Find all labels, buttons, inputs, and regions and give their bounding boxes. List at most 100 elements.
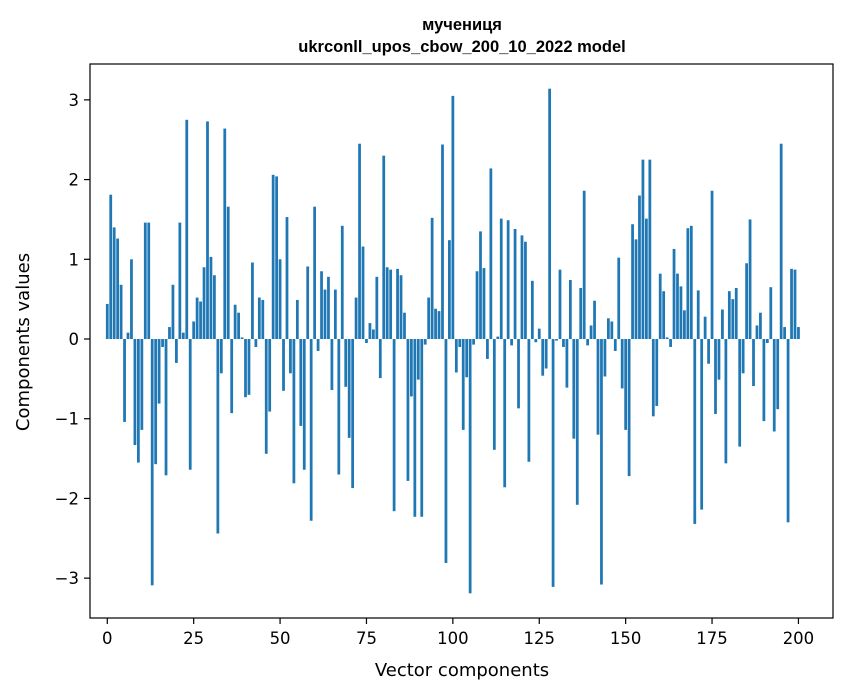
bar-116 xyxy=(506,220,510,340)
bar-119 xyxy=(517,339,520,409)
bar-169 xyxy=(689,225,693,340)
bar-0 xyxy=(105,303,109,340)
x-tick-label: 75 xyxy=(356,629,377,648)
bar-190 xyxy=(762,339,766,422)
x-tick-label: 150 xyxy=(610,629,642,648)
bar-165 xyxy=(676,273,679,340)
bar-18 xyxy=(168,327,171,340)
bar-173 xyxy=(703,316,707,340)
bar-154 xyxy=(638,195,641,340)
bar-35 xyxy=(226,206,230,340)
bar-191 xyxy=(765,339,769,343)
bar-105 xyxy=(468,339,472,594)
bar-152 xyxy=(631,224,634,340)
bar-67 xyxy=(337,339,341,475)
bar-41 xyxy=(247,339,251,395)
bar-194 xyxy=(776,339,780,410)
bar-78 xyxy=(375,276,379,340)
bar-88 xyxy=(410,339,413,397)
bar-145 xyxy=(606,318,610,340)
bar-157 xyxy=(648,159,652,340)
bar-89 xyxy=(413,339,417,517)
bar-91 xyxy=(420,339,424,517)
bar-2 xyxy=(112,227,116,340)
bar-59 xyxy=(309,339,313,521)
x-axis-label: Vector components xyxy=(375,660,549,681)
bar-167 xyxy=(683,310,686,340)
bar-94 xyxy=(430,217,434,340)
bar-184 xyxy=(741,339,745,374)
y-tick-label: −2 xyxy=(55,489,79,508)
bar-31 xyxy=(213,275,216,340)
bar-92 xyxy=(423,339,427,345)
bar-168 xyxy=(686,228,690,340)
bar-75 xyxy=(365,339,368,343)
bar-183 xyxy=(738,339,742,447)
bar-127 xyxy=(544,339,548,369)
bar-160 xyxy=(658,273,662,340)
bar-111 xyxy=(489,168,493,340)
bar-95 xyxy=(434,308,437,340)
bar-51 xyxy=(282,339,285,391)
bar-109 xyxy=(482,268,486,340)
plot-frame xyxy=(89,63,834,619)
bar-45 xyxy=(261,299,265,340)
bar-179 xyxy=(724,339,728,464)
bar-143 xyxy=(600,339,603,585)
bar-192 xyxy=(769,287,773,340)
bar-74 xyxy=(361,246,365,340)
bar-198 xyxy=(790,268,793,340)
y-tick-label: −1 xyxy=(55,410,79,429)
bar-80 xyxy=(382,155,386,340)
bar-38 xyxy=(237,312,240,340)
bar-130 xyxy=(555,339,558,341)
bar-20 xyxy=(175,339,178,363)
bar-186 xyxy=(748,219,752,340)
bar-199 xyxy=(793,269,797,340)
y-tick-label: 1 xyxy=(69,250,80,269)
y-axis-ticks: −3 −2 −1 0 1 2 3 xyxy=(55,91,90,588)
bar-141 xyxy=(593,300,596,340)
bar-13 xyxy=(150,339,154,586)
bar-33 xyxy=(219,339,223,374)
bar-79 xyxy=(378,339,382,379)
x-tick-label: 200 xyxy=(783,629,815,648)
bar-27 xyxy=(199,301,202,340)
bar-102 xyxy=(458,339,462,347)
bar-120 xyxy=(520,235,524,340)
bar-137 xyxy=(579,287,583,340)
bar-123 xyxy=(530,280,534,340)
bar-182 xyxy=(734,287,738,340)
bar-118 xyxy=(513,229,517,340)
bar-104 xyxy=(465,339,469,378)
bar-17 xyxy=(164,339,168,476)
bar-155 xyxy=(641,159,645,340)
bar-68 xyxy=(340,225,344,340)
bar-3 xyxy=(116,238,120,340)
bar-149 xyxy=(620,339,624,389)
bar-188 xyxy=(755,325,759,340)
y-tick-label: 0 xyxy=(69,330,80,349)
bar-5 xyxy=(123,339,126,422)
bar-115 xyxy=(503,339,507,488)
bar-15 xyxy=(157,339,161,404)
bar-129 xyxy=(551,339,555,587)
bar-52 xyxy=(285,217,289,340)
bar-128 xyxy=(548,88,552,340)
bar-171 xyxy=(696,290,700,340)
bar-156 xyxy=(645,218,648,340)
bar-49 xyxy=(275,176,278,340)
bar-81 xyxy=(385,267,389,340)
x-tick-label: 50 xyxy=(270,629,291,648)
bar-175 xyxy=(710,190,714,340)
bar-133 xyxy=(565,339,569,388)
bar-70 xyxy=(347,339,351,438)
bar-125 xyxy=(537,328,541,340)
bar-132 xyxy=(562,339,565,347)
bar-124 xyxy=(534,339,538,343)
bar-8 xyxy=(133,339,137,446)
x-tick-label: 25 xyxy=(183,629,204,648)
bar-24 xyxy=(188,339,192,470)
bar-90 xyxy=(416,339,420,380)
